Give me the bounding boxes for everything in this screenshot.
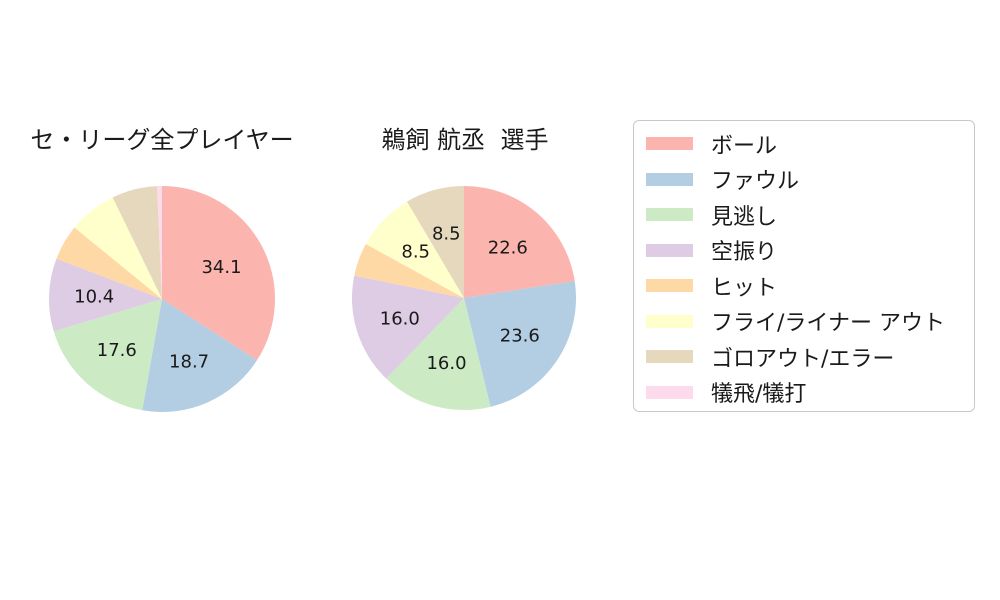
pie-slice-hit — [56, 227, 162, 299]
legend-item-foul: ファウル — [646, 162, 974, 198]
legend-label-ball: ボール — [711, 133, 778, 159]
pie-value-label-fly-liner-out: 8.5 — [401, 242, 430, 263]
pie-value-label-groundout-error: 8.5 — [432, 224, 461, 245]
pie-slice-called-strike — [386, 298, 491, 410]
pie-slice-groundout-error — [112, 186, 162, 299]
legend-item-ball: ボール — [646, 126, 974, 162]
pie-value-label-foul: 18.7 — [169, 351, 209, 372]
pie-value-label-swinging-strike: 16.0 — [380, 308, 420, 329]
pie-chart-league: 34.1 18.7 17.6 10.4 — [49, 186, 275, 412]
pie-value-label-ball: 22.6 — [488, 237, 528, 258]
pie-slice-foul — [142, 299, 258, 412]
chart-title-player: 鵜飼 航丞 選手 — [381, 126, 549, 154]
legend-swatch-sacrifice — [646, 385, 693, 399]
legend-swatch-foul — [646, 172, 693, 186]
legend-item-swinging-strike: 空振り — [646, 233, 974, 269]
pie-value-label-swinging-strike: 10.4 — [74, 287, 114, 308]
legend-label-foul: ファウル — [711, 169, 800, 195]
pie-slice-swinging-strike — [49, 258, 162, 332]
legend-swatch-groundout-error — [646, 350, 693, 364]
pie-slice-sacrifice — [157, 186, 162, 299]
legend-item-called-strike: 見逃し — [646, 197, 974, 233]
pie-slice-fly-liner-out — [74, 197, 162, 299]
pie-slice-hit — [354, 244, 464, 298]
pie-value-label-called-strike: 17.6 — [97, 340, 137, 361]
legend-swatch-ball — [646, 137, 693, 151]
pie-value-label-foul: 23.6 — [500, 326, 540, 347]
legend-label-swinging-strike: 空振り — [711, 240, 778, 266]
legend-label-sacrifice: 犠飛/犠打 — [711, 382, 807, 408]
legend-label-called-strike: 見逃し — [711, 204, 778, 230]
legend-item-hit: ヒット — [646, 268, 974, 304]
legend-swatch-called-strike — [646, 208, 693, 222]
legend-item-sacrifice: 犠飛/犠打 — [646, 375, 974, 411]
pie-chart-player: 22.6 23.6 16.0 16.0 8.58.5 — [352, 186, 576, 410]
legend: ボールファウル見逃し空振りヒットフライ/ライナー アウト ゴロアウト/エラー 犠飛/… — [633, 120, 975, 412]
pie-slice-groundout-error — [406, 186, 464, 298]
pie-slice-ball — [464, 186, 575, 298]
legend-label-fly-liner-out: フライ/ライナー アウト — [711, 311, 945, 337]
legend-label-groundout-error: ゴロアウト/エラー — [711, 346, 895, 372]
pie-slice-ball — [162, 186, 275, 361]
pie-value-label-called-strike: 16.0 — [426, 353, 466, 374]
legend-item-groundout-error: ゴロアウト/エラー — [646, 339, 974, 375]
pie-slice-called-strike — [53, 299, 162, 411]
legend-label-hit: ヒット — [711, 275, 778, 301]
legend-item-fly-liner-out: フライ/ライナー アウト — [646, 304, 974, 340]
pie-value-label-ball: 34.1 — [201, 257, 241, 278]
legend-swatch-fly-liner-out — [646, 314, 693, 328]
chart-title-league: セ・リーグ全プレイヤー — [30, 126, 294, 154]
pie-slice-fly-liner-out — [365, 201, 464, 298]
pie-slice-foul — [464, 281, 576, 407]
pie-slice-swinging-strike — [352, 275, 464, 379]
legend-swatch-hit — [646, 279, 693, 293]
legend-swatch-swinging-strike — [646, 243, 693, 257]
